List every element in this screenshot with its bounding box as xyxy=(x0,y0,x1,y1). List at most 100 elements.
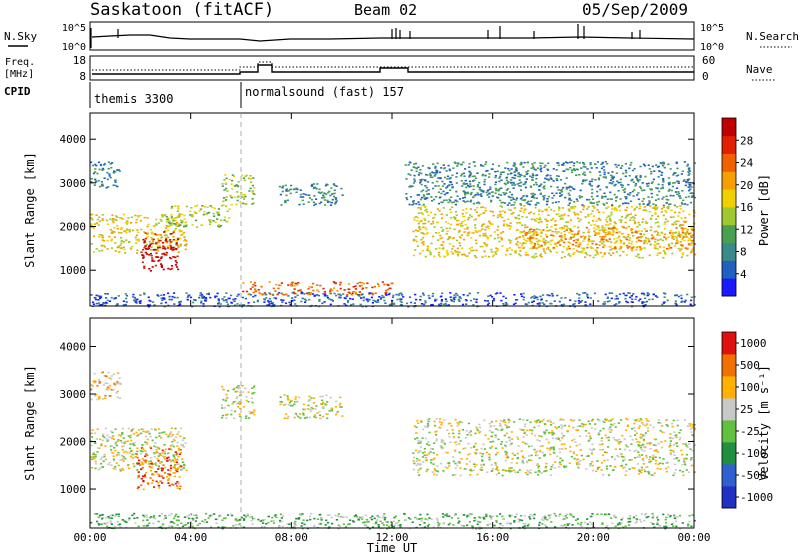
scatter-cell xyxy=(603,173,606,176)
scatter-cell xyxy=(497,429,500,431)
scatter-cell xyxy=(633,457,637,459)
scatter-cell xyxy=(496,229,499,231)
freq-right-tick-bottom: 0 xyxy=(702,70,709,83)
scatter-cell xyxy=(535,181,538,184)
scatter-cell xyxy=(346,299,350,302)
scatter-cell xyxy=(684,463,687,466)
scatter-cell xyxy=(215,295,218,298)
scatter-cell xyxy=(458,451,461,454)
scatter-cell xyxy=(115,440,118,443)
scatter-cell xyxy=(609,231,612,234)
scatter-cell xyxy=(652,456,655,458)
scatter-cell xyxy=(94,171,97,173)
scatter-cell xyxy=(135,453,138,455)
scatter-cell xyxy=(202,213,205,216)
scatter-cell xyxy=(279,396,282,398)
scatter-cell xyxy=(581,423,584,425)
scatter-cell xyxy=(467,453,470,456)
scatter-cell xyxy=(604,161,607,163)
scatter-cell xyxy=(173,461,176,463)
scatter-cell xyxy=(643,445,646,448)
scatter-cell xyxy=(541,302,544,304)
scatter-cell xyxy=(92,451,95,454)
scatter-cell xyxy=(687,186,690,189)
scatter-cell xyxy=(101,184,104,187)
scatter-cell xyxy=(593,224,596,226)
scatter-cell xyxy=(579,189,582,192)
scatter-cell xyxy=(633,168,636,170)
scatter-cell xyxy=(502,224,505,227)
scatter-cell xyxy=(469,185,473,187)
colorbar-swatch xyxy=(722,278,736,297)
scatter-cell xyxy=(488,176,491,178)
scatter-cell xyxy=(442,439,445,442)
scatter-cell xyxy=(498,180,501,183)
scatter-cell xyxy=(488,255,491,258)
scatter-cell xyxy=(519,242,522,245)
scatter-cell xyxy=(100,443,103,445)
scatter-cell xyxy=(98,216,101,219)
scatter-cell xyxy=(450,217,453,219)
scatter-cell xyxy=(144,461,147,464)
scatter-cell xyxy=(547,162,550,165)
scatter-cell xyxy=(535,247,538,249)
scatter-cell xyxy=(586,243,589,246)
scatter-cell xyxy=(453,161,456,164)
scatter-cell xyxy=(116,303,119,305)
scatter-cell xyxy=(661,171,664,174)
scatter-cell xyxy=(571,420,574,422)
scatter-cell xyxy=(489,222,492,224)
scatter-cell xyxy=(520,295,523,298)
scatter-cell xyxy=(149,270,152,272)
scatter-cell xyxy=(557,242,560,244)
scatter-cell xyxy=(140,462,143,464)
scatter-cell xyxy=(424,222,427,225)
scatter-cell xyxy=(438,421,441,423)
scatter-cell xyxy=(644,446,647,449)
scatter-cell xyxy=(568,247,571,250)
scatter-cell xyxy=(302,403,305,406)
scatter-cell xyxy=(151,466,154,469)
scatter-cell xyxy=(514,302,517,305)
scatter-cell xyxy=(635,175,638,177)
scatter-cell xyxy=(432,452,435,454)
scatter-cell xyxy=(117,439,120,441)
scatter-cell xyxy=(640,235,644,238)
scatter-cell xyxy=(254,294,257,297)
scatter-cell xyxy=(614,298,617,300)
scatter-cell xyxy=(131,457,135,459)
scatter-cell xyxy=(686,228,689,231)
scatter-cell xyxy=(224,414,227,416)
scatter-cell xyxy=(500,429,503,431)
scatter-cell xyxy=(644,239,647,241)
scatter-cell xyxy=(476,206,479,209)
scatter-cell xyxy=(683,419,686,421)
scatter-cell xyxy=(587,238,590,240)
scatter-cell xyxy=(226,303,229,306)
scatter-cell xyxy=(91,301,95,304)
scatter-cell xyxy=(180,219,183,222)
scatter-cell xyxy=(576,239,580,242)
scatter-cell xyxy=(162,245,165,247)
colorbar-tick-label: 12 xyxy=(740,223,753,236)
scatter-cell xyxy=(692,229,695,232)
scatter-cell xyxy=(320,201,323,204)
scatter-cell xyxy=(578,443,581,446)
scatter-cell xyxy=(675,442,678,444)
scatter-cell xyxy=(329,288,332,290)
scatter-cell xyxy=(604,418,607,421)
scatter-cell xyxy=(441,237,444,239)
scatter-cell xyxy=(490,191,493,194)
scatter-cell xyxy=(576,212,579,215)
scatter-cell xyxy=(499,236,502,239)
scatter-cell xyxy=(490,445,493,448)
scatter-cell xyxy=(354,285,357,287)
scatter-cell xyxy=(439,234,442,237)
scatter-cell xyxy=(176,210,179,212)
scatter-cell xyxy=(624,474,627,476)
scatter-cell xyxy=(413,239,416,242)
scatter-cell xyxy=(163,231,166,233)
scatter-cell xyxy=(640,240,643,242)
scatter-cell xyxy=(565,161,568,163)
scatter-cell xyxy=(672,233,675,235)
